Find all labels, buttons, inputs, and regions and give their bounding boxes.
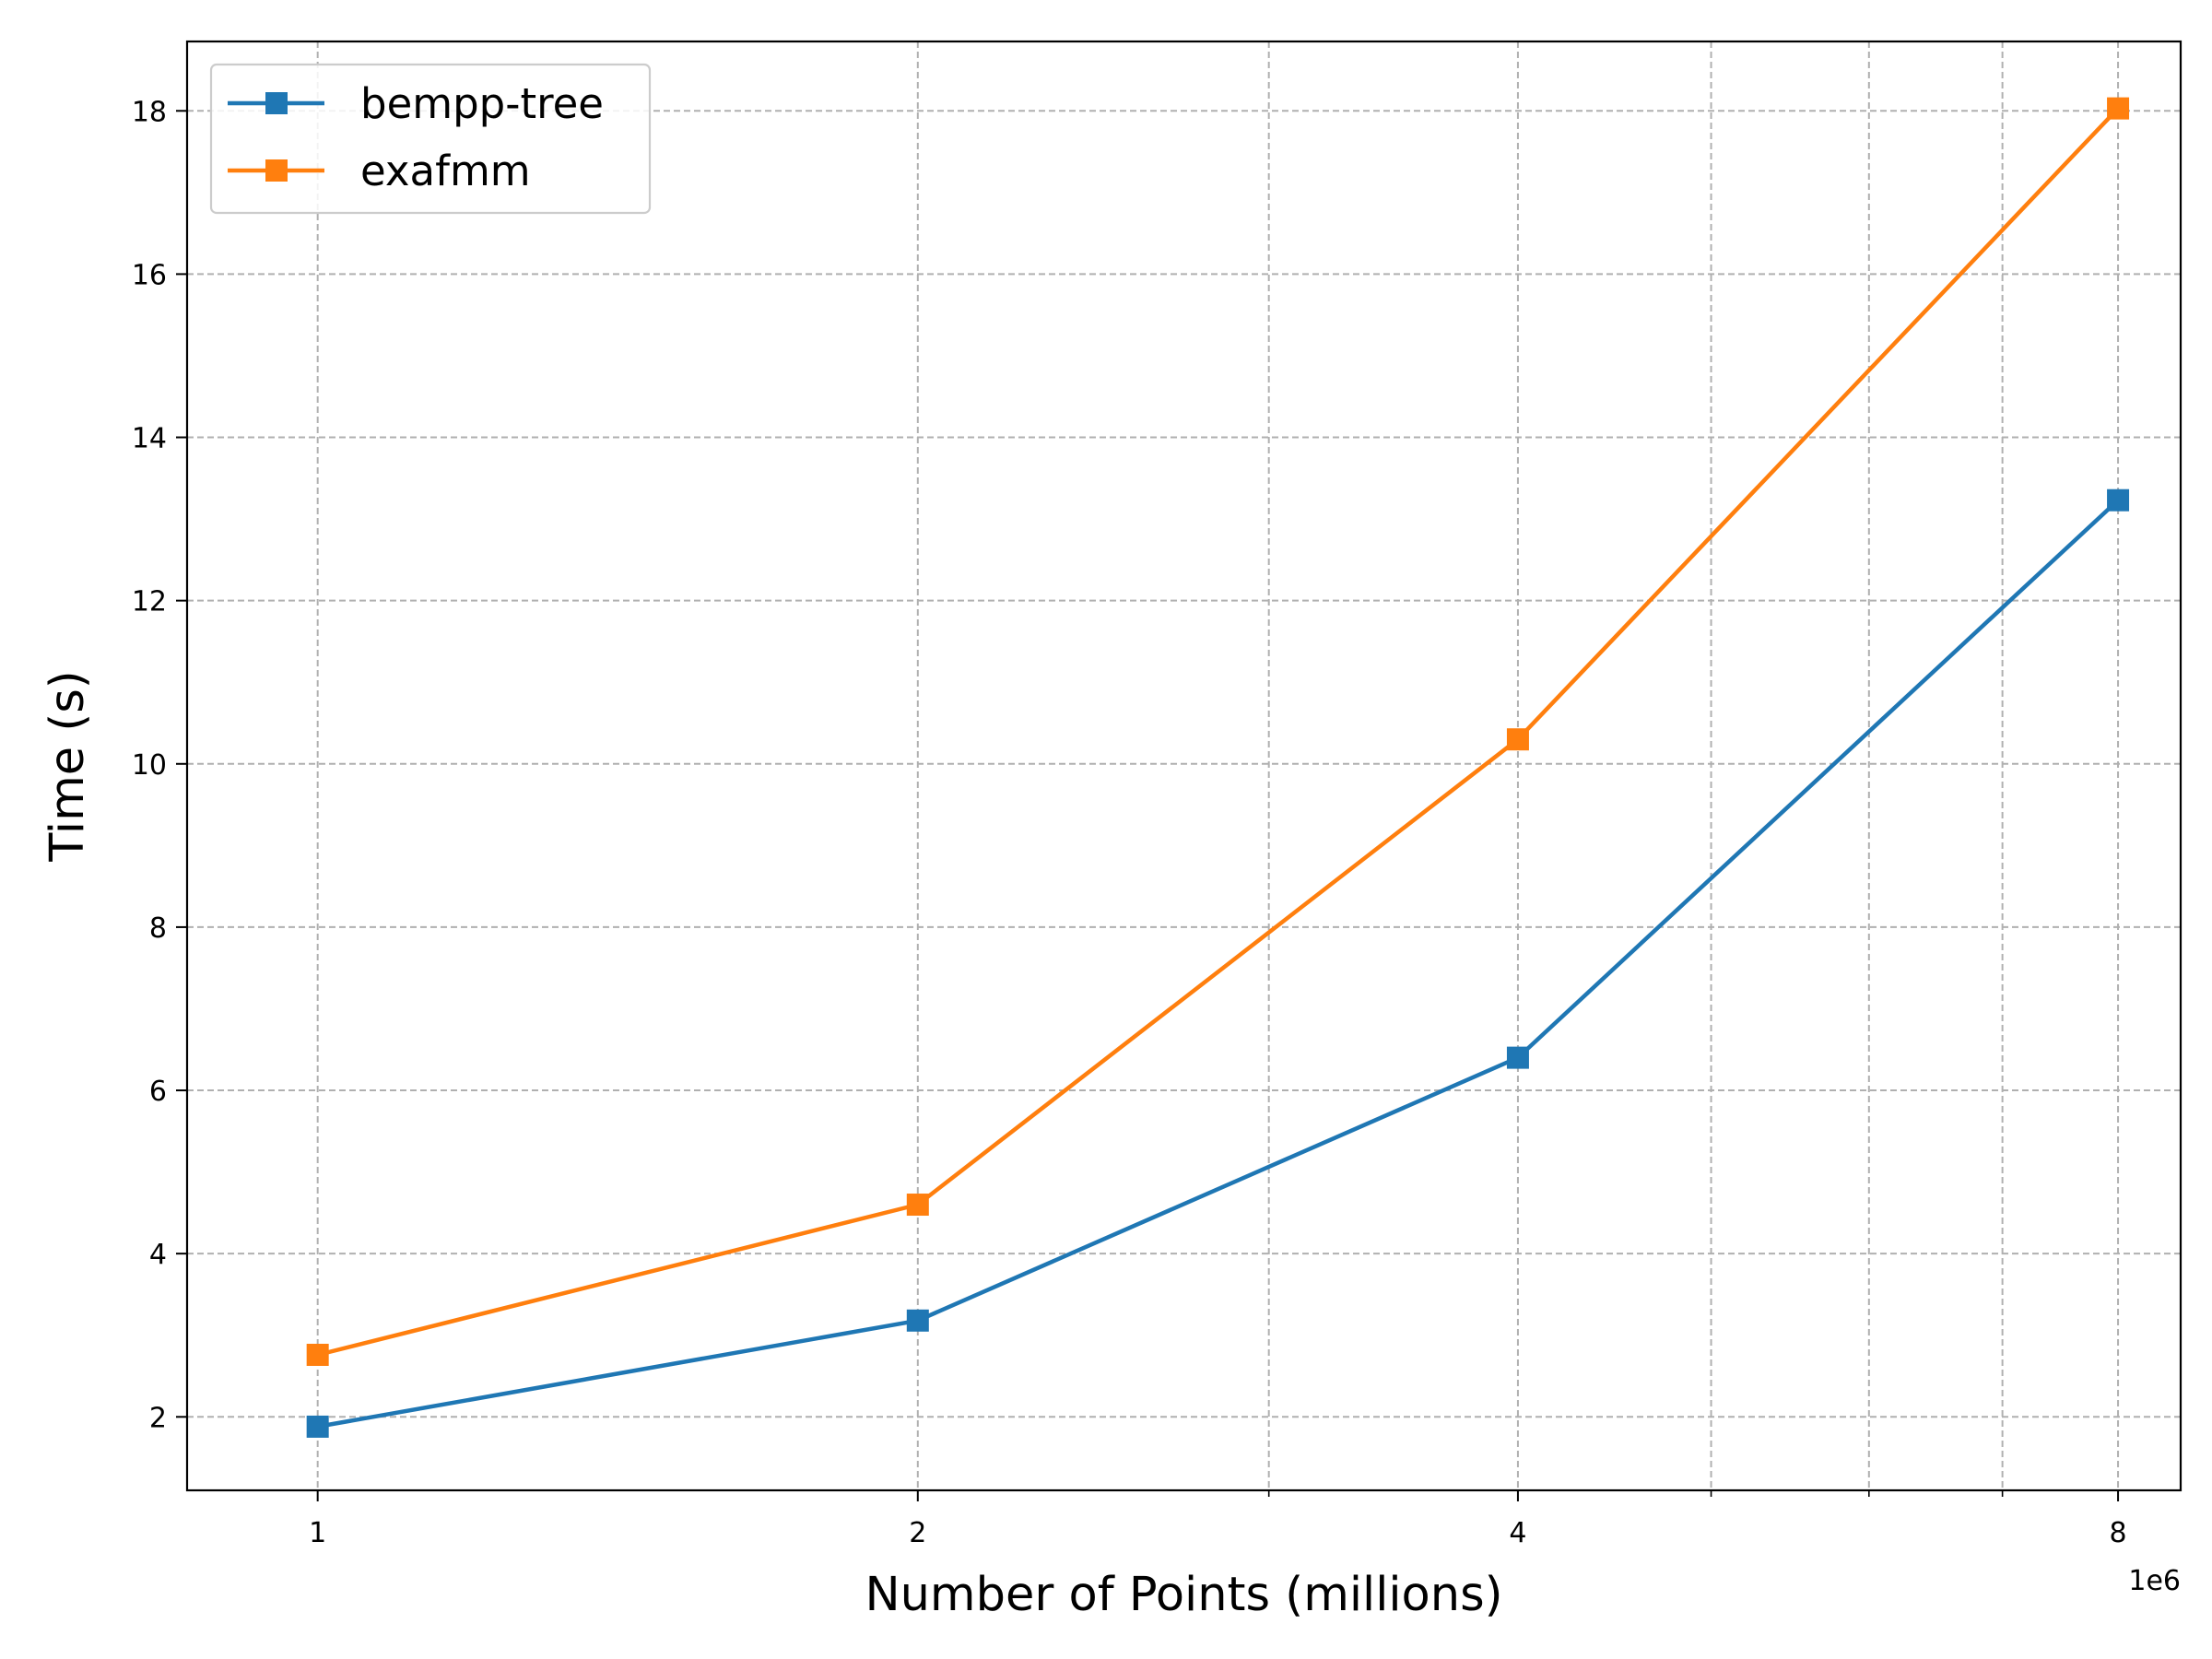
data-point [306, 1415, 329, 1438]
legend-marker [265, 159, 288, 182]
y-tick-label: 14 [132, 423, 167, 455]
series-line [317, 107, 2120, 1358]
data-point [2107, 97, 2130, 120]
x-tick-label: 4 [1509, 1517, 1526, 1549]
data-point [1506, 728, 1529, 751]
series-layer [306, 97, 2130, 1438]
y-tick-label: 2 [149, 1402, 167, 1434]
data-point [1506, 1046, 1529, 1069]
y-tick-label: 16 [132, 259, 167, 291]
y-tick-label: 6 [149, 1076, 167, 1108]
legend: bempp-tree exafmm [209, 63, 652, 215]
legend-item: exafmm [228, 147, 531, 195]
y-tick-label: 12 [132, 586, 167, 618]
x-tick-label: 8 [2110, 1517, 2127, 1549]
y-tick-label: 4 [149, 1239, 167, 1271]
y-tick-label: 8 [149, 912, 167, 945]
x-tick-label: 1 [309, 1517, 326, 1549]
data-point [306, 1343, 329, 1366]
legend-label: exafmm [360, 147, 531, 195]
y-axis-label: Time (s) [41, 670, 95, 862]
data-point [2107, 488, 2130, 512]
legend-marker [265, 92, 288, 114]
plot-frame [185, 40, 2183, 1492]
x-axis-label: Number of Points (millions) [865, 1568, 1502, 1622]
series-line [317, 499, 2120, 1430]
x-axis-offset-label: 1e6 [2128, 1565, 2181, 1597]
y-tick-label: 10 [132, 749, 167, 782]
data-point [906, 1309, 929, 1332]
series-exafmm [306, 97, 2130, 1366]
legend-item: bempp-tree [228, 79, 604, 128]
series-bempp-tree [306, 488, 2130, 1438]
legend-label: bempp-tree [360, 79, 604, 128]
grid-lines [187, 41, 2181, 1490]
y-tick-label: 18 [132, 96, 167, 128]
data-point [906, 1194, 929, 1217]
x-tick-label: 2 [909, 1517, 926, 1549]
